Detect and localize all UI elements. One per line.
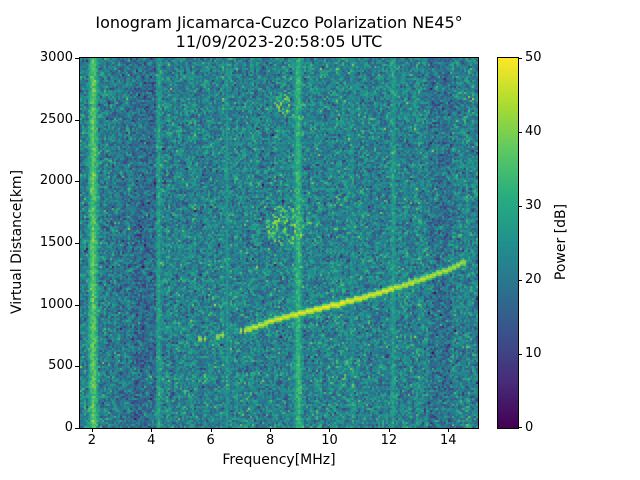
y-tick-mark — [75, 181, 79, 183]
y-tick-mark — [75, 366, 79, 368]
y-tick-label: 2500 — [39, 111, 73, 127]
x-tick-mark — [91, 428, 93, 432]
colorbar-label: Power [dB] — [553, 203, 569, 281]
colorbar-tick-label: 0 — [525, 420, 534, 435]
colorbar-tick-label: 20 — [525, 272, 542, 287]
y-tick-mark — [75, 428, 79, 429]
y-tick-label: 1500 — [39, 235, 73, 250]
x-tick-label: 12 — [380, 433, 398, 448]
x-tick-mark — [210, 428, 212, 432]
y-tick-label: 500 — [48, 358, 73, 374]
x-tick-mark — [270, 428, 272, 432]
x-tick-mark — [448, 428, 450, 432]
colorbar-tick-label: 30 — [525, 198, 542, 213]
y-tick-mark — [75, 119, 79, 121]
x-axis-label: Frequency[MHz] — [222, 452, 336, 468]
y-tick-mark — [75, 58, 79, 59]
x-tick-mark — [388, 428, 390, 432]
x-tick-label: 2 — [87, 433, 97, 448]
x-tick-label: 6 — [206, 433, 215, 448]
colorbar-tick-mark — [518, 280, 522, 281]
y-tick-label: 0 — [64, 420, 73, 435]
y-tick-label: 3000 — [39, 50, 73, 65]
colorbar-tick-mark — [518, 58, 522, 59]
chart-subtitle: 11/09/2023-20:58:05 UTC — [175, 32, 383, 51]
title-block: Ionogram Jicamarca-Cuzco Polarization NE… — [59, 13, 499, 51]
y-tick-label: 2000 — [39, 173, 73, 189]
colorbar — [497, 57, 519, 429]
x-tick-label: 14 — [440, 433, 457, 448]
y-axis-label: Virtual Distance[km] — [9, 169, 25, 315]
plot-area — [79, 57, 479, 429]
x-tick-label: 4 — [147, 433, 156, 448]
x-tick-label: 8 — [265, 433, 275, 448]
colorbar-canvas — [498, 58, 518, 428]
colorbar-tick-mark — [518, 132, 522, 133]
heatmap-canvas — [80, 58, 478, 428]
colorbar-tick-mark — [518, 427, 522, 428]
colorbar-tick-label: 50 — [525, 50, 542, 65]
y-tick-mark — [75, 304, 79, 306]
colorbar-tick-label: 10 — [525, 346, 542, 361]
colorbar-tick-mark — [518, 206, 522, 207]
x-tick-mark — [329, 428, 331, 432]
colorbar-tick-label: 40 — [525, 124, 542, 139]
colorbar-tick-mark — [518, 354, 522, 355]
chart-title: Ionogram Jicamarca-Cuzco Polarization NE… — [95, 13, 463, 32]
y-tick-mark — [75, 243, 79, 244]
x-tick-label: 10 — [321, 433, 338, 448]
x-tick-mark — [151, 428, 153, 432]
y-tick-label: 1000 — [39, 296, 73, 312]
